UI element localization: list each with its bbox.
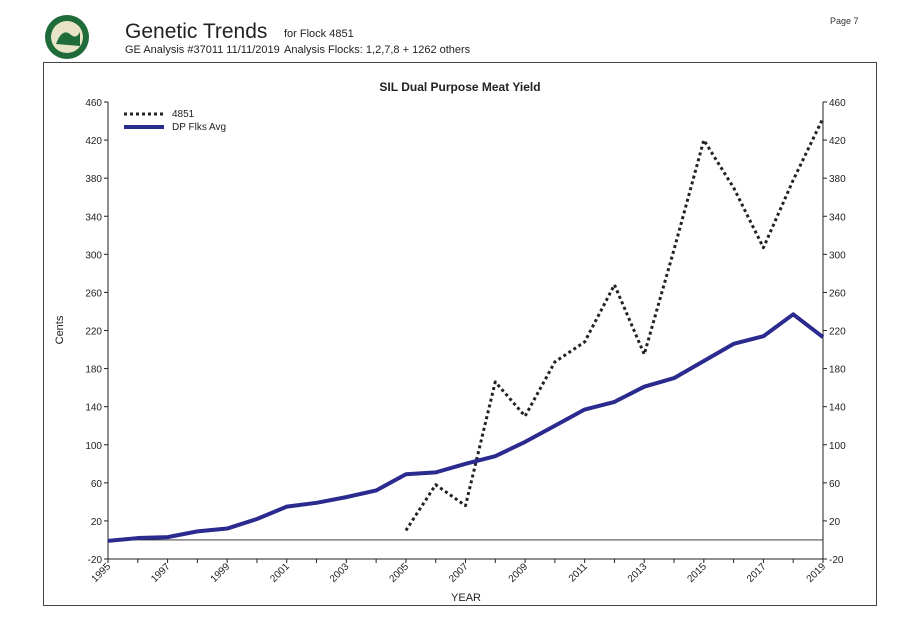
y-tick-label-left: 420 (85, 136, 102, 147)
sil-logo (45, 15, 89, 59)
analysis-info: GE Analysis #37011 11/11/2019 (125, 44, 280, 56)
flock-label: for Flock 4851 (284, 28, 354, 40)
y-tick-label-right: 420 (829, 136, 846, 147)
x-tick-label: 2007 (447, 561, 471, 585)
x-tick-label: 1997 (149, 561, 173, 585)
x-axis-label: YEAR (451, 592, 481, 604)
series-line-4851 (404, 117, 825, 532)
y-tick-label-left: 340 (85, 212, 102, 223)
x-tick-label: 2001 (268, 561, 292, 585)
y-tick-label-left: 260 (85, 288, 102, 299)
y-tick-label-right: 380 (829, 174, 846, 185)
y-tick-label-left: -20 (88, 555, 103, 566)
y-tick-label-right: 300 (829, 250, 846, 261)
y-tick-label-right: 60 (829, 479, 841, 490)
y-tick-label-left: 100 (85, 441, 102, 452)
x-tick-label: 1999 (209, 561, 233, 585)
y-tick-label-left: 460 (85, 98, 102, 109)
legend-label-4851: 4851 (172, 109, 195, 120)
x-tick-label: 2019 (805, 561, 829, 585)
series-line-dp-avg (107, 312, 825, 543)
chart-frame (43, 62, 877, 606)
report-title: Genetic Trends (125, 20, 268, 43)
y-tick-label-right: 100 (829, 441, 846, 452)
y-tick-label-right: 260 (829, 288, 846, 299)
y-tick-label-left: 140 (85, 403, 102, 414)
y-tick-label-left: 20 (91, 517, 103, 528)
legend-label-dp-avg: DP Flks Avg (172, 122, 226, 133)
y-tick-label-right: 220 (829, 327, 846, 338)
x-tick-label: 2011 (567, 561, 590, 584)
y-tick-label-left: 60 (91, 479, 103, 490)
y-tick-label-right: -20 (829, 555, 844, 566)
chart-title: SIL Dual Purpose Meat Yield (379, 80, 540, 94)
y-tick-label-right: 140 (829, 403, 846, 414)
y-tick-label-left: 300 (85, 250, 102, 261)
y-tick-label-left: 220 (85, 327, 102, 338)
y-tick-label-right: 460 (829, 98, 846, 109)
y-tick-label-right: 180 (829, 365, 846, 376)
y-tick-label-right: 340 (829, 212, 846, 223)
x-tick-label: 2017 (745, 561, 769, 585)
x-tick-label: 2015 (685, 561, 709, 585)
x-tick-label: 2003 (328, 561, 352, 585)
y-tick-label-left: 180 (85, 365, 102, 376)
x-tick-label: 2009 (507, 561, 531, 585)
page-number: Page 7 (830, 16, 859, 26)
y-tick-label-right: 20 (829, 517, 841, 528)
x-tick-label: 2013 (626, 561, 650, 585)
y-tick-label-left: 380 (85, 174, 102, 185)
analysis-flocks: Analysis Flocks: 1,2,7,8 + 1262 others (284, 44, 471, 56)
x-tick-label: 2005 (388, 561, 412, 585)
y-axis-label: Cents (54, 315, 66, 344)
